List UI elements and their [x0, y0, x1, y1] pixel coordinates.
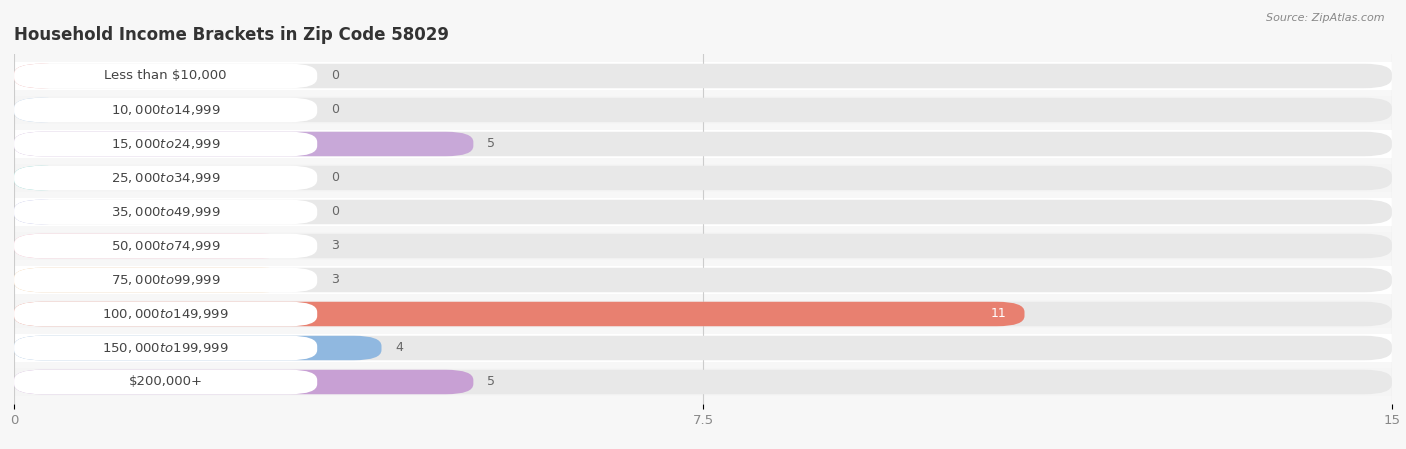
Text: Less than $10,000: Less than $10,000: [104, 70, 226, 83]
FancyBboxPatch shape: [14, 132, 318, 156]
FancyBboxPatch shape: [14, 268, 1392, 292]
FancyBboxPatch shape: [14, 200, 69, 224]
Text: 11: 11: [990, 308, 1007, 321]
Text: $35,000 to $49,999: $35,000 to $49,999: [111, 205, 221, 219]
FancyBboxPatch shape: [0, 368, 1406, 396]
FancyBboxPatch shape: [0, 334, 1406, 362]
Text: $200,000+: $200,000+: [128, 375, 202, 388]
Text: $10,000 to $14,999: $10,000 to $14,999: [111, 103, 221, 117]
FancyBboxPatch shape: [14, 370, 474, 394]
FancyBboxPatch shape: [14, 302, 1392, 326]
Text: 3: 3: [330, 239, 339, 252]
Text: 0: 0: [330, 206, 339, 219]
FancyBboxPatch shape: [14, 64, 69, 88]
FancyBboxPatch shape: [14, 200, 318, 224]
FancyBboxPatch shape: [14, 302, 318, 326]
Text: $100,000 to $149,999: $100,000 to $149,999: [103, 307, 229, 321]
FancyBboxPatch shape: [14, 370, 318, 394]
FancyBboxPatch shape: [14, 98, 69, 122]
FancyBboxPatch shape: [14, 132, 1392, 156]
FancyBboxPatch shape: [14, 64, 1392, 88]
FancyBboxPatch shape: [14, 336, 1392, 360]
FancyBboxPatch shape: [14, 98, 1392, 122]
Text: 0: 0: [330, 103, 339, 116]
FancyBboxPatch shape: [14, 64, 318, 88]
Text: 4: 4: [395, 342, 404, 355]
FancyBboxPatch shape: [0, 198, 1406, 226]
FancyBboxPatch shape: [14, 200, 1392, 224]
FancyBboxPatch shape: [14, 370, 1392, 394]
FancyBboxPatch shape: [14, 166, 1392, 190]
Text: $50,000 to $74,999: $50,000 to $74,999: [111, 239, 221, 253]
FancyBboxPatch shape: [14, 132, 474, 156]
FancyBboxPatch shape: [0, 96, 1406, 124]
FancyBboxPatch shape: [14, 234, 318, 258]
Text: 0: 0: [330, 172, 339, 185]
Text: $75,000 to $99,999: $75,000 to $99,999: [111, 273, 221, 287]
Text: $15,000 to $24,999: $15,000 to $24,999: [111, 137, 221, 151]
FancyBboxPatch shape: [14, 166, 318, 190]
FancyBboxPatch shape: [0, 232, 1406, 260]
FancyBboxPatch shape: [0, 130, 1406, 158]
FancyBboxPatch shape: [14, 268, 290, 292]
Text: Household Income Brackets in Zip Code 58029: Household Income Brackets in Zip Code 58…: [14, 26, 449, 44]
FancyBboxPatch shape: [14, 336, 318, 360]
FancyBboxPatch shape: [14, 302, 1025, 326]
FancyBboxPatch shape: [0, 164, 1406, 192]
Text: 5: 5: [486, 375, 495, 388]
Text: 5: 5: [486, 137, 495, 150]
FancyBboxPatch shape: [14, 336, 381, 360]
Text: 3: 3: [330, 273, 339, 286]
FancyBboxPatch shape: [0, 62, 1406, 90]
Text: 0: 0: [330, 70, 339, 83]
FancyBboxPatch shape: [14, 166, 69, 190]
FancyBboxPatch shape: [0, 300, 1406, 328]
FancyBboxPatch shape: [14, 268, 318, 292]
Text: $150,000 to $199,999: $150,000 to $199,999: [103, 341, 229, 355]
FancyBboxPatch shape: [14, 98, 318, 122]
FancyBboxPatch shape: [14, 234, 290, 258]
Text: Source: ZipAtlas.com: Source: ZipAtlas.com: [1267, 13, 1385, 23]
FancyBboxPatch shape: [0, 266, 1406, 294]
FancyBboxPatch shape: [14, 234, 1392, 258]
Text: $25,000 to $34,999: $25,000 to $34,999: [111, 171, 221, 185]
